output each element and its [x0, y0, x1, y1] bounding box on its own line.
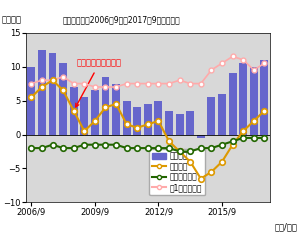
Bar [165, 111, 173, 135]
Text: （兆円）: （兆円） [2, 15, 22, 24]
Bar [176, 114, 184, 135]
Bar [133, 107, 141, 135]
Bar [186, 111, 194, 135]
Bar [208, 97, 215, 135]
Bar [70, 87, 78, 135]
Text: （年/月）: （年/月） [274, 223, 297, 232]
Bar [218, 94, 226, 135]
Bar [112, 84, 120, 135]
Bar [154, 101, 162, 135]
Legend: 経常収支, 貿易収支, サービス収支, 第1次所得収支: 経常収支, 貿易収支, サービス収支, 第1次所得収支 [149, 148, 205, 195]
Bar [49, 53, 56, 135]
Text: リーマン・ショック: リーマン・ショック [76, 59, 122, 107]
Bar [239, 63, 247, 135]
Bar [27, 67, 35, 135]
Bar [123, 101, 130, 135]
Bar [59, 63, 67, 135]
Bar [91, 90, 99, 135]
Text: データ期間：2006年9月～2017年9月（半期）: データ期間：2006年9月～2017年9月（半期） [63, 15, 180, 24]
Bar [250, 67, 258, 135]
Bar [101, 77, 110, 135]
Bar [38, 50, 46, 135]
Bar [197, 135, 205, 138]
Bar [80, 97, 88, 135]
Bar [229, 73, 237, 135]
Bar [144, 104, 152, 135]
Bar [260, 60, 268, 135]
